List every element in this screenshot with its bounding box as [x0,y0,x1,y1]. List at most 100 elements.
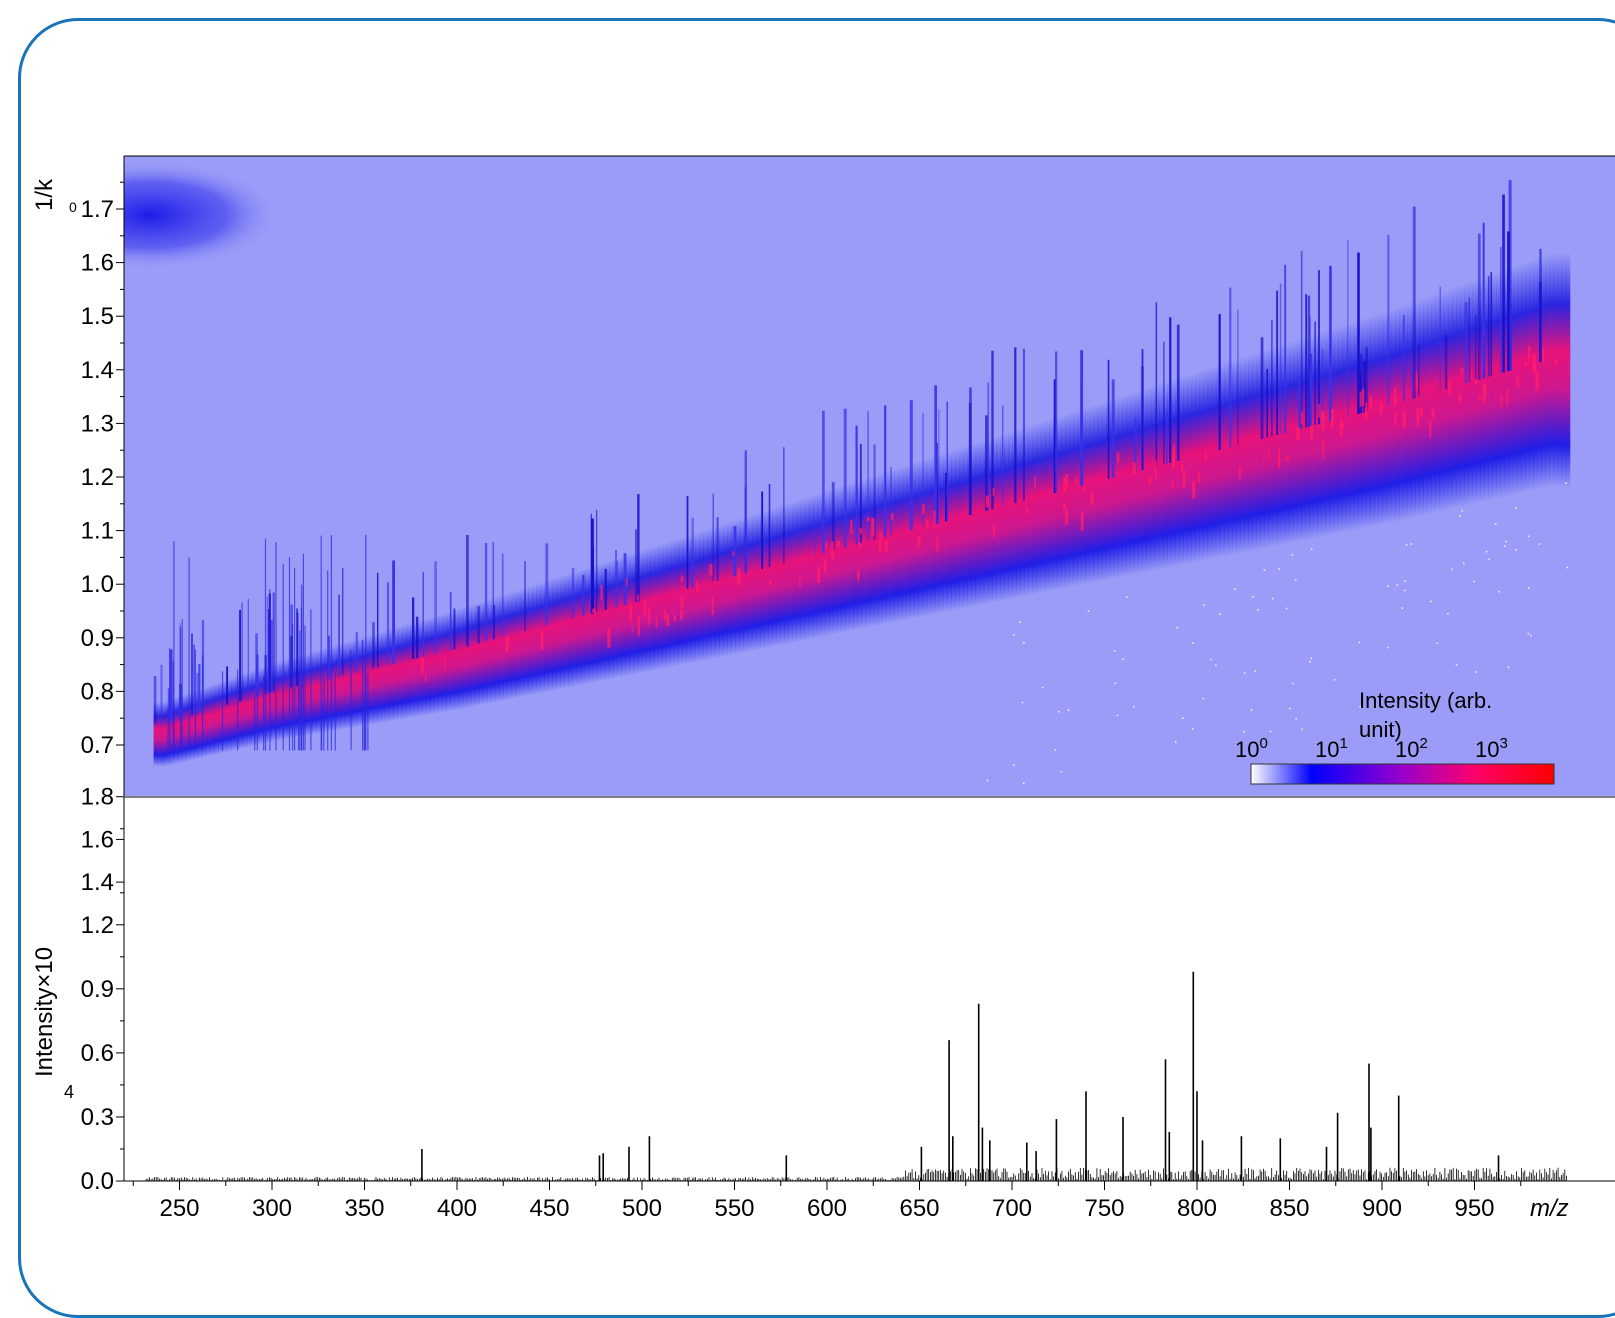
hot-spot [769,580,773,586]
speck [1234,588,1236,590]
hot-spot [1065,509,1068,525]
speck [1182,717,1184,719]
hot-spot [696,581,699,592]
hot-spot [1154,460,1157,481]
speck [986,779,989,782]
band-column [1061,414,1066,589]
x-tick-label: 550 [714,1195,754,1222]
band-column [731,520,736,655]
streak [294,567,296,751]
streak [327,570,329,751]
band-column [279,660,285,741]
streak [334,673,336,751]
band-column [939,453,944,614]
streak [909,400,913,531]
band-column [955,448,960,611]
band-column [690,533,696,663]
hot-spot [1182,469,1186,488]
streak [1365,347,1368,412]
band-column [971,443,977,607]
speck [1116,714,1119,717]
streak [1474,315,1477,381]
heatmap-y-axis: 0.7 0.8 0.9 1.0 1.1 1.2 1.3 1.4 1.5 1.6 1.7 [81,181,124,759]
band-column [1289,341,1294,544]
speck [1430,600,1432,603]
speck [1250,709,1253,711]
speck [1022,782,1025,785]
streak [1363,360,1366,413]
speck [1494,523,1497,525]
band-column [536,583,541,694]
band-column [1419,298,1424,517]
spectrum-y-axis: 0.0 0.3 0.6 0.9 1.2 1.4 1.6 1.8 [81,784,124,1195]
streak [256,688,258,751]
speck [1058,710,1060,713]
streak [296,612,299,686]
streak [188,557,190,751]
band-column [186,692,191,762]
streak [884,405,887,538]
streak [571,567,575,619]
speck [1126,596,1128,598]
hot-spot [1034,476,1036,488]
band-column [589,566,594,684]
streak [292,623,294,751]
hot-spot [629,605,633,623]
band-column [568,572,574,688]
band-column [515,589,521,699]
hot-spot [1506,388,1508,406]
band-column [1154,384,1160,571]
speck [1041,686,1044,689]
band-column [886,470,891,624]
hot-spot [1172,454,1175,468]
hot-spot [607,627,611,648]
streak [616,560,619,607]
band-column [1468,281,1473,505]
band-column [825,490,830,637]
band-column [381,630,386,723]
hot-spot [1554,360,1558,365]
band-column [1496,271,1502,499]
band-column [462,606,468,709]
band-column [422,618,427,716]
streak [1055,351,1058,493]
x-tick-label: 750 [1084,1195,1124,1222]
hot-spot [824,542,828,549]
band-column [426,617,431,716]
streak [330,535,332,751]
y-tick-label: 1.6 [81,250,114,277]
hot-spot [711,596,714,615]
band-column [1561,252,1567,488]
speck [1461,510,1464,512]
streak [604,568,607,610]
band-column [869,475,875,628]
y-tick-label: 0.9 [81,976,114,1003]
hot-spot [1431,409,1435,419]
streak [269,589,271,751]
hot-spot [1364,407,1368,420]
band-column [1370,315,1375,527]
speck [1488,558,1490,561]
streak [263,675,265,751]
band-column [1093,404,1099,583]
band-column [1219,363,1225,558]
streak [1314,321,1316,425]
streak [1053,379,1056,493]
band-column [1012,430,1017,599]
y-tick-label: 0.9 [81,625,114,652]
spectrum-panel: 0.00.30.60.91.21.41.61.8 250 300 350 400 450… [31,784,1615,1222]
y-tick-label: 1.3 [81,410,114,437]
hot-spot [626,578,628,586]
y-tick-label: 0.7 [81,732,114,759]
spectrum-y-label: Intensity×10 [31,947,58,1077]
band-column [996,435,1001,602]
x-tick-label: 650 [899,1195,939,1222]
band-column [173,697,179,764]
band-column [511,591,517,699]
band-column [1236,358,1241,554]
band-column [1301,337,1306,541]
band-column [768,508,773,648]
streak [985,415,988,511]
speck [1060,770,1063,773]
band-column [1464,282,1469,506]
